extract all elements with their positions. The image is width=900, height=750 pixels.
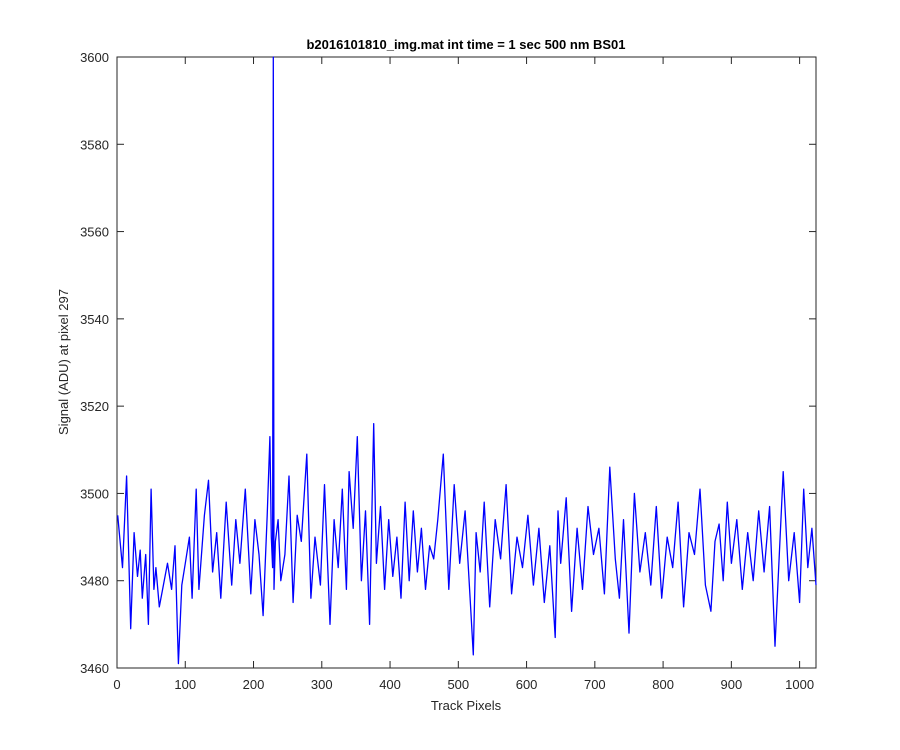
y-tick-label: 3460 xyxy=(80,661,109,676)
axis-ticks xyxy=(116,56,816,669)
y-tick-label: 3540 xyxy=(80,312,109,327)
x-tick-label: 800 xyxy=(652,677,674,692)
chart-title: b2016101810_img.mat int time = 1 sec 500… xyxy=(306,37,625,52)
x-tick-label: 400 xyxy=(379,677,401,692)
x-tick-label: 600 xyxy=(516,677,538,692)
x-tick-label: 300 xyxy=(311,677,333,692)
y-tick-label: 3500 xyxy=(80,486,109,501)
y-axis-title: Signal (ADU) at pixel 297 xyxy=(56,289,71,435)
x-tick-label: 500 xyxy=(447,677,469,692)
y-tick-label: 3580 xyxy=(80,137,109,152)
y-tick-label: 3560 xyxy=(80,225,109,240)
x-tick-label: 100 xyxy=(174,677,196,692)
y-tick-label: 3600 xyxy=(80,50,109,65)
x-tick-label: 200 xyxy=(243,677,265,692)
x-tick-label: 700 xyxy=(584,677,606,692)
y-tick-label: 3480 xyxy=(80,574,109,589)
x-tick-label: 0 xyxy=(113,677,120,692)
y-tick-label: 3520 xyxy=(80,399,109,414)
signal-series-line xyxy=(117,56,817,665)
x-axis-title: Track Pixels xyxy=(431,698,502,713)
plot-area: 0 100 200 300 400 500 600 700 800 900 1000 3460 3480… xyxy=(80,50,817,692)
x-tick-label: 900 xyxy=(721,677,743,692)
x-tick-label: 1000 xyxy=(785,677,814,692)
axis-tick-labels: 0 100 200 300 400 500 600 700 800 900 1000 3460 3480… xyxy=(80,50,814,692)
